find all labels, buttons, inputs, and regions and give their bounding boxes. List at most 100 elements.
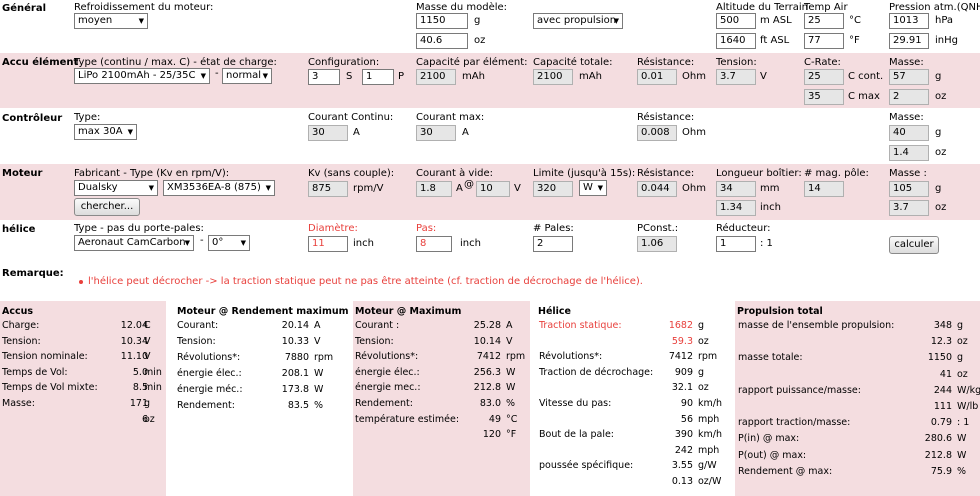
result-label: Temps de Vol mixte: <box>2 382 98 394</box>
result-unit: C <box>144 320 151 331</box>
result-value: 10.34 <box>120 335 148 347</box>
controller-cont-label: Courant Continu: <box>308 112 394 123</box>
result-unit: W <box>506 382 516 394</box>
section-controller-title: Contrôleur <box>2 113 63 124</box>
temp-f-input[interactable]: 77 <box>804 33 844 49</box>
result-unit: rpm <box>506 351 526 363</box>
temp-f-unit: °F <box>849 35 860 46</box>
result-label: Vitesse du pas: <box>539 398 612 409</box>
model-mass-oz-input[interactable]: 40.6 <box>416 33 468 49</box>
result-unit: W <box>957 449 967 461</box>
battery-type-select[interactable]: LiPo 2100mAh - 25/35C <box>74 68 210 84</box>
idle-at-sign: @ <box>464 179 474 190</box>
altitude-m-input[interactable]: 500 <box>716 13 756 29</box>
result-value: 242 <box>674 444 693 456</box>
result-value: 12.3 <box>930 336 952 348</box>
case-length-mm-unit: mm <box>760 183 780 194</box>
result-label: énergie élec.: <box>355 366 420 378</box>
result-value: 41 <box>939 368 952 380</box>
pressure-inhg-input[interactable]: 29.91 <box>889 33 929 49</box>
controller-type-label: Type: <box>74 112 101 123</box>
altitude-m-unit: m ASL <box>760 15 792 26</box>
motor-maker-select[interactable]: Dualsky <box>74 180 158 196</box>
result-value: 173.8 <box>281 384 309 395</box>
result-value: 3.55 <box>671 460 693 472</box>
altitude-ft-input[interactable]: 1640 <box>716 33 756 49</box>
diameter-input[interactable]: 11 <box>308 236 348 252</box>
case-length-mm: 34 <box>716 181 756 197</box>
crate-cont-value: 25 <box>804 69 844 85</box>
result-label: Rendement @ max: <box>738 465 833 477</box>
result-label: Masse: <box>2 398 35 409</box>
cap-total-unit: mAh <box>579 71 602 82</box>
diameter-unit: inch <box>353 238 374 249</box>
model-mass-g-input[interactable]: 1150 <box>416 13 468 29</box>
prop-type-select[interactable]: Aeronaut CamCarbon <box>74 235 194 251</box>
blades-input[interactable]: 2 <box>533 236 573 252</box>
remark-bullet <box>79 280 83 284</box>
pitch-input[interactable]: 8 <box>416 236 452 252</box>
results-propeller: Hélice Traction statique: 1682 g 59.3 oz Révo… <box>536 301 726 496</box>
result-label: énergie élec.: <box>177 368 242 379</box>
result-unit: A <box>506 320 513 331</box>
config-p-input[interactable]: 1 <box>362 69 394 85</box>
result-label: Courant : <box>355 320 400 331</box>
crate-max-value: 35 <box>804 89 844 105</box>
propulsion-select[interactable]: avec propulsion <box>533 13 623 29</box>
charge-state-select[interactable]: normal <box>222 68 272 84</box>
result-unit: g <box>698 320 705 331</box>
result-unit: min <box>144 366 162 378</box>
prop-dash: - <box>200 235 204 246</box>
battery-voltage-value: 3.7 <box>716 69 756 85</box>
hub-pitch-select[interactable]: 0° <box>208 235 250 251</box>
gear-input[interactable]: 1 <box>716 236 756 252</box>
controller-cont-unit: A <box>353 127 360 138</box>
result-unit: % <box>957 465 967 477</box>
result-unit: % <box>314 400 324 411</box>
battery-res-unit: Ohm <box>682 71 706 82</box>
result-label: P(out) @ max: <box>738 449 807 461</box>
motor-type-select[interactable]: XM3536EA-8 (875) <box>163 180 275 196</box>
idle-current-label: Courant à vide: <box>416 168 493 179</box>
result-unit: g/W <box>698 460 717 472</box>
result-value: 10.14 <box>473 335 501 347</box>
battery-mass-oz-unit: oz <box>935 91 947 102</box>
controller-max-value: 30 <box>416 125 456 141</box>
calculate-button[interactable]: calculer <box>889 236 939 254</box>
kv-unit: rpm/V <box>353 183 384 194</box>
result-unit: W <box>314 384 324 395</box>
config-s-unit: S <box>346 71 353 82</box>
config-s-input[interactable]: 3 <box>308 69 340 85</box>
result-unit: : 1 <box>957 417 970 429</box>
search-motor-button[interactable]: chercher... <box>74 198 140 216</box>
cap-elem-unit: mAh <box>462 71 485 82</box>
temp-c-input[interactable]: 25 <box>804 13 844 29</box>
battery-type-label: Type (continu / max. C) - état de charge… <box>74 57 277 68</box>
result-unit: °F <box>506 429 517 441</box>
gear-label: Réducteur: <box>716 223 771 234</box>
pressure-hpa-input[interactable]: 1013 <box>889 13 929 29</box>
idle-current-a: 1.8 <box>416 181 452 197</box>
motor-res-value: 0.044 <box>637 181 677 197</box>
result-value: 10.33 <box>281 336 309 347</box>
motor-mass-label: Masse : <box>889 168 927 179</box>
result-value: 7412 <box>668 351 693 363</box>
pressure-inhg-unit: inHg <box>935 35 958 46</box>
temp-label: Temp Air <box>804 2 848 13</box>
model-mass-label: Masse du modèle: <box>416 2 508 13</box>
controller-cont-value: 30 <box>308 125 348 141</box>
result-label: Charge: <box>2 320 40 331</box>
battery-res-value: 0.01 <box>637 69 677 85</box>
result-value: 244 <box>933 384 952 396</box>
controller-type-select[interactable]: max 30A <box>74 124 137 140</box>
controller-mass-oz: 1.4 <box>889 145 929 161</box>
limit-unit-select[interactable]: W <box>579 180 607 196</box>
results-total: Propulsion total masse de l'ensemble pro… <box>735 301 980 496</box>
result-value: 49 <box>488 413 501 425</box>
config-label: Configuration: <box>308 57 380 68</box>
prop-type-label: Type - pas du porte-pales: <box>74 223 204 234</box>
cooling-select[interactable]: moyen <box>74 13 148 29</box>
result-value: 83.5 <box>287 400 309 411</box>
result-value: 120 <box>482 429 501 441</box>
crate-label: C-Rate: <box>804 57 841 68</box>
